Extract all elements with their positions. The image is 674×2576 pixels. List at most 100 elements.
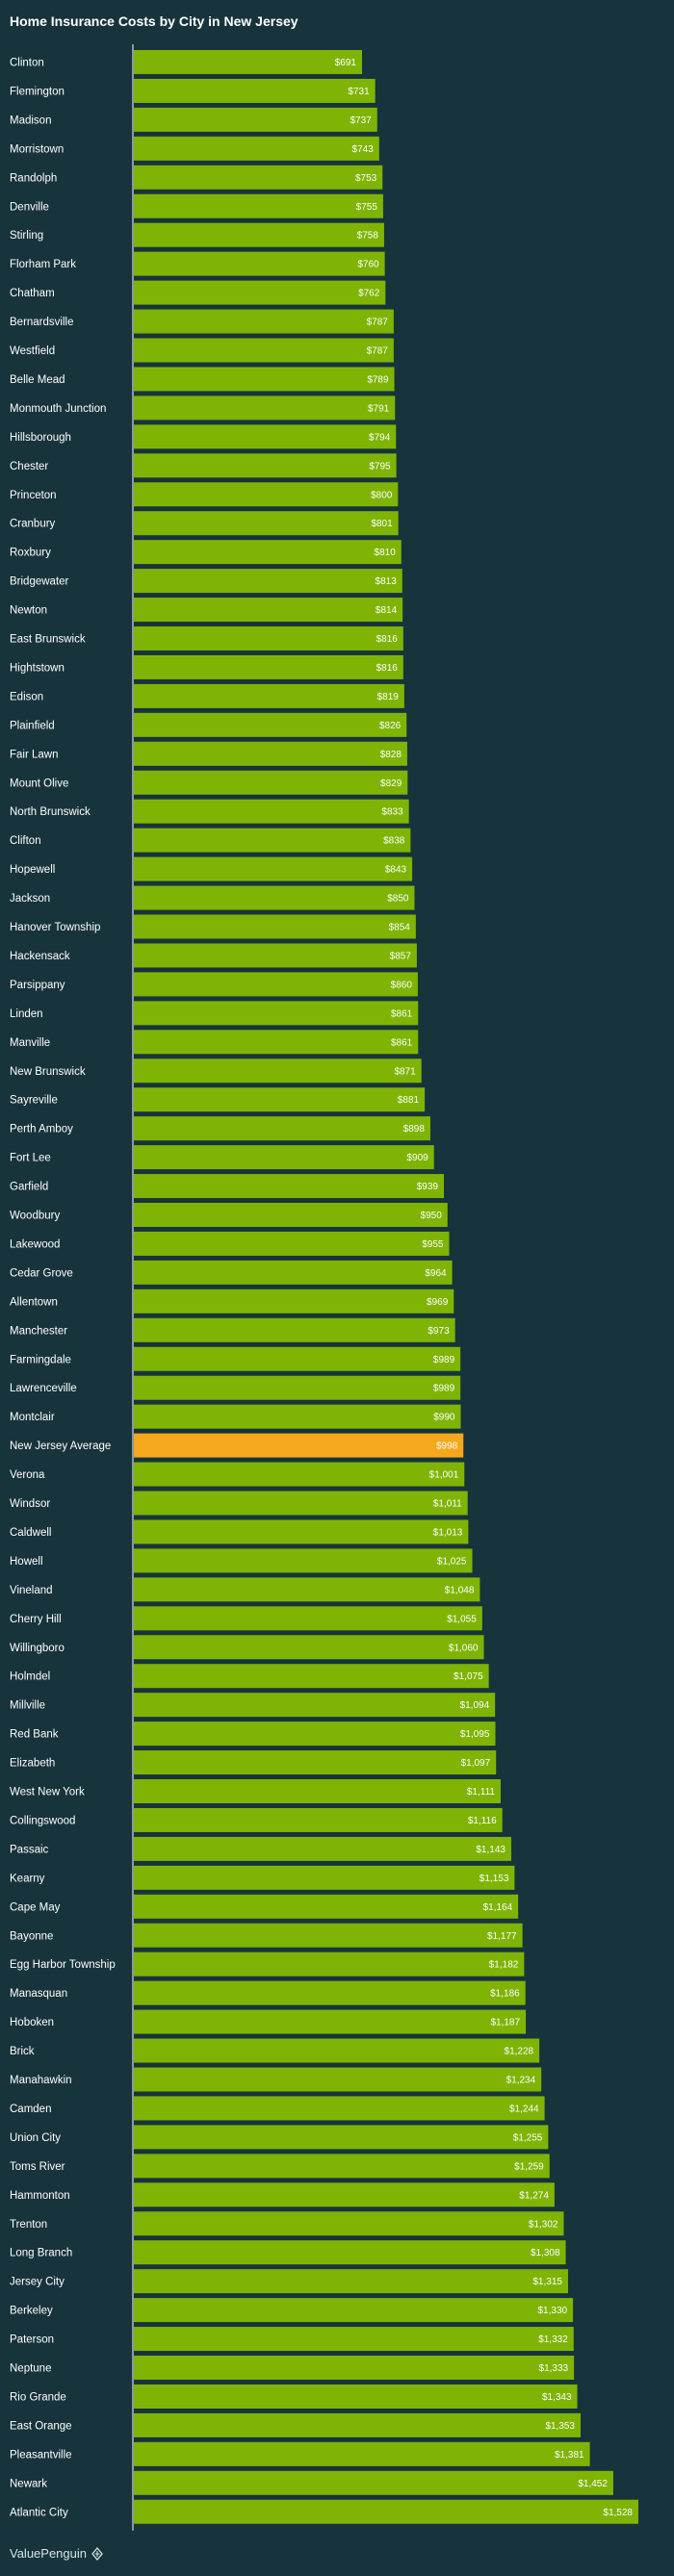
data-label: $861 (391, 1008, 413, 1019)
data-label: $1,228 (505, 2047, 534, 2057)
data-label: $791 (368, 403, 390, 414)
category-label: Westfield (10, 345, 55, 357)
bar (134, 2327, 574, 2352)
bar (134, 540, 402, 565)
category-label: Linden (10, 1008, 43, 1020)
bar (134, 1635, 484, 1660)
bar (134, 1923, 523, 1948)
bar (134, 1951, 525, 1977)
category-label: East Brunswick (10, 634, 86, 646)
bar (134, 1865, 515, 1890)
bar (134, 2499, 638, 2524)
data-label: $816 (376, 634, 399, 645)
bar (134, 1807, 503, 1832)
bar (134, 1317, 455, 1342)
data-label: $816 (376, 663, 399, 674)
category-label: Clinton (10, 58, 44, 69)
data-label: $969 (427, 1297, 449, 1308)
bar (134, 1346, 461, 1371)
data-label: $850 (387, 894, 409, 905)
bar (134, 2441, 590, 2466)
data-label: $939 (417, 1182, 439, 1192)
category-label: Hillsborough (10, 432, 71, 444)
category-label: Verona (10, 1469, 45, 1481)
category-label: Vineland (10, 1585, 53, 1596)
category-label: Belle Mead (10, 374, 65, 386)
category-label: Newark (10, 2478, 47, 2489)
category-label: Allentown (10, 1296, 58, 1308)
category-label: Camden (10, 2104, 51, 2115)
data-label: $1,025 (437, 1556, 467, 1567)
category-label: Willingboro (10, 1643, 65, 1654)
bar (134, 914, 416, 939)
category-label: Hackensack (10, 951, 70, 962)
category-label: Edison (10, 691, 43, 702)
category-label: Manahawkin (10, 2075, 72, 2086)
data-label: $861 (391, 1037, 413, 1048)
bar (134, 1894, 519, 1919)
data-label: $833 (381, 807, 403, 818)
data-label: $909 (406, 1153, 428, 1163)
bar (134, 1404, 461, 1429)
category-label: Stirling (10, 230, 43, 242)
data-label: $1,234 (506, 2076, 536, 2086)
bar (134, 482, 399, 507)
category-label: Farmingdale (10, 1354, 71, 1365)
category-label: Passaic (10, 1844, 49, 1855)
data-label: $1,255 (513, 2132, 543, 2143)
category-label: East Orange (10, 2420, 72, 2432)
bar (134, 78, 376, 103)
category-label: Rio Grande (10, 2391, 66, 2403)
data-label: $964 (425, 1268, 447, 1279)
bar (134, 1030, 419, 1055)
data-label: $1,528 (603, 2508, 633, 2518)
bar (134, 2125, 549, 2150)
bar (134, 1375, 461, 1400)
category-label: North Brunswick (10, 806, 91, 818)
bar (134, 1980, 526, 2005)
category-label: Madison (10, 115, 51, 126)
bar (134, 885, 415, 910)
data-label: $1,333 (539, 2363, 569, 2374)
data-label: $1,177 (487, 1931, 517, 1942)
category-label: Paterson (10, 2334, 54, 2346)
category-label: Holmdel (10, 1671, 50, 1683)
data-label: $753 (355, 173, 377, 184)
data-label: $762 (358, 289, 380, 299)
category-label: Plainfield (10, 720, 55, 731)
bar (134, 1519, 469, 1544)
bar (134, 770, 408, 795)
bar (134, 2009, 527, 2034)
category-label: Jackson (10, 893, 50, 905)
data-label: $1,001 (429, 1470, 459, 1481)
category-label: Montclair (10, 1412, 55, 1423)
bar (134, 1288, 454, 1314)
bar (134, 1116, 430, 1141)
data-label: $787 (367, 318, 389, 328)
data-label: $1,308 (531, 2248, 560, 2258)
bar (134, 1606, 482, 1631)
bar (134, 828, 411, 853)
data-label: $973 (428, 1326, 450, 1337)
data-label: $814 (376, 605, 398, 616)
data-label: $1,244 (509, 2104, 539, 2114)
category-label: Mount Olive (10, 778, 68, 789)
bar (134, 1836, 511, 1861)
bar (134, 309, 394, 334)
category-label: Union City (10, 2132, 61, 2144)
bar (134, 741, 407, 766)
data-label: $1,353 (545, 2421, 575, 2432)
category-label: Clifton (10, 835, 41, 847)
category-label: Fair Lawn (10, 749, 59, 760)
data-label: $871 (394, 1066, 416, 1077)
category-label: Garfield (10, 1182, 48, 1193)
data-label: $755 (356, 202, 378, 213)
data-label: $731 (348, 87, 370, 97)
bar (134, 1058, 422, 1084)
category-label: Cranbury (10, 519, 56, 530)
data-label: $813 (376, 576, 398, 587)
bar (134, 1260, 453, 1285)
category-label: Denville (10, 201, 49, 213)
category-label: Hammonton (10, 2190, 70, 2202)
